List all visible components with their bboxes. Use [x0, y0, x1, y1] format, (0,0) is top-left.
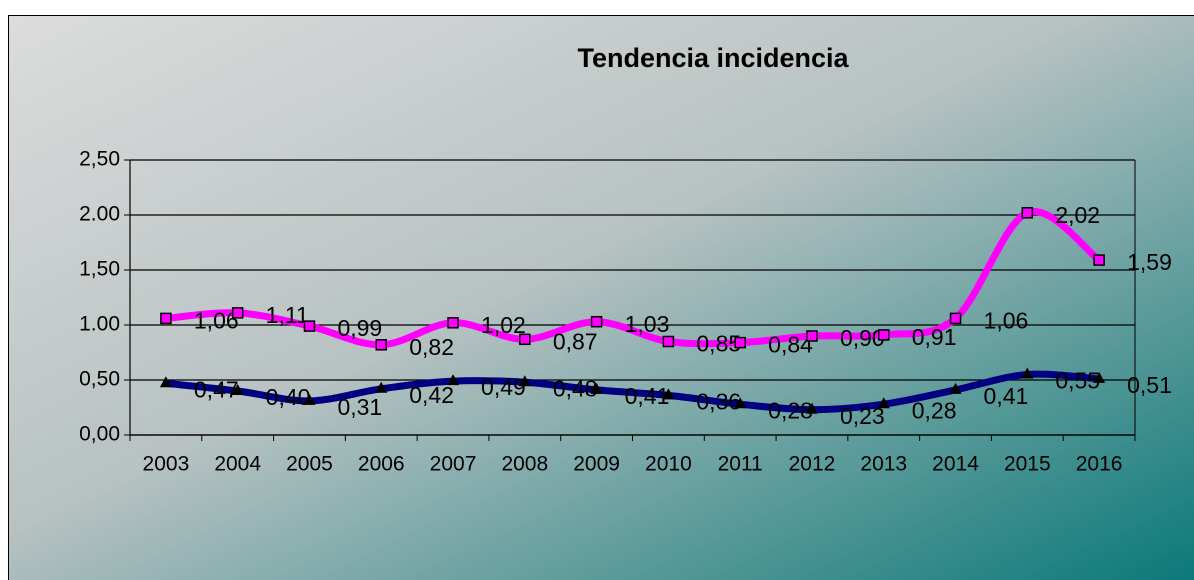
x-tick-label: 2013	[860, 453, 907, 476]
data-label: 0,87	[553, 328, 598, 354]
x-tick-label: 2003	[143, 453, 190, 476]
x-tick-label: 2012	[789, 453, 836, 476]
data-label: 0,36	[696, 388, 741, 414]
x-tick-label: 2008	[501, 453, 548, 476]
data-label: 0,99	[337, 315, 382, 341]
x-tick-label: 2011	[718, 453, 763, 476]
data-label: 1,06	[984, 307, 1029, 333]
data-label: 0,90	[840, 325, 885, 351]
data-label: 0,40	[266, 384, 311, 410]
y-tick-label: 1.00	[79, 313, 120, 336]
data-label: 1,11	[266, 302, 309, 328]
y-tick-label: 0,50	[79, 368, 120, 391]
data-label: 1,59	[1127, 249, 1172, 275]
y-tick-label: 1,50	[79, 258, 120, 281]
marker	[878, 329, 890, 341]
data-label: 0,48	[553, 375, 598, 401]
data-label: 0,84	[768, 332, 813, 358]
x-tick-label: 2004	[214, 453, 261, 476]
data-label: 0,85	[696, 331, 741, 357]
marker	[1093, 254, 1105, 266]
marker	[734, 397, 747, 409]
data-label: 0,23	[840, 403, 885, 429]
data-label: 2,02	[1055, 202, 1100, 228]
marker	[447, 317, 459, 329]
marker	[159, 376, 172, 388]
marker	[949, 312, 962, 325]
data-label: 1,06	[194, 307, 239, 333]
marker	[590, 315, 603, 328]
marker	[447, 374, 460, 386]
data-label: 0,31	[337, 394, 382, 420]
marker	[1093, 371, 1106, 383]
marker	[375, 339, 387, 351]
plot-area: 0,00 0,50 1.00 1,50 2.00 2,50 2003 2004 2005 2006…	[79, 148, 1172, 476]
data-label: 0,41	[984, 383, 1029, 409]
data-label: 0,28	[912, 397, 957, 423]
marker	[590, 382, 603, 394]
marker	[806, 330, 818, 342]
data-label: 0,47	[194, 376, 239, 402]
marker	[231, 307, 244, 319]
data-label: 0,82	[409, 334, 454, 360]
marker	[877, 397, 890, 409]
marker	[805, 402, 818, 414]
data-label: 1,03	[625, 311, 670, 337]
x-tick-label: 2014	[932, 453, 979, 476]
x-tick-label: 2016	[1076, 453, 1123, 476]
marker	[519, 333, 531, 346]
data-label: 0,41	[625, 383, 670, 409]
marker	[662, 335, 675, 348]
y-tick-label: 2.00	[79, 203, 120, 226]
series-line	[165, 370, 1100, 414]
chart-area	[8, 15, 1194, 580]
marker	[949, 382, 962, 394]
marker	[375, 381, 388, 393]
marker	[160, 312, 172, 325]
marker	[662, 388, 675, 400]
x-tick-label: 2005	[286, 453, 333, 476]
marker	[231, 384, 244, 395]
data-label: 0,49	[481, 374, 526, 400]
x-tick-label: 2007	[430, 453, 477, 476]
x-tick-label: 2006	[358, 453, 405, 476]
x-tick-label: 2009	[573, 453, 620, 476]
y-tick-label: 0,00	[79, 423, 120, 446]
x-tick-label: 2015	[1004, 453, 1051, 476]
marker	[1021, 207, 1034, 219]
data-label: 0,42	[409, 382, 454, 408]
data-label: 0,91	[912, 324, 957, 350]
data-label: 0,51	[1127, 372, 1172, 398]
marker	[303, 320, 316, 332]
x-tick-label: 2010	[645, 453, 692, 476]
data-label: 1,02	[481, 312, 526, 338]
data-label: 0,28	[768, 397, 813, 423]
y-tick-label: 2,50	[79, 148, 120, 171]
marker	[1021, 367, 1034, 379]
chart-title: Tendencia incidencia	[577, 43, 849, 73]
series-line	[165, 208, 1102, 349]
marker	[734, 336, 746, 349]
marker	[303, 393, 316, 405]
marker	[518, 375, 531, 387]
data-label: 0,55	[1055, 368, 1100, 394]
